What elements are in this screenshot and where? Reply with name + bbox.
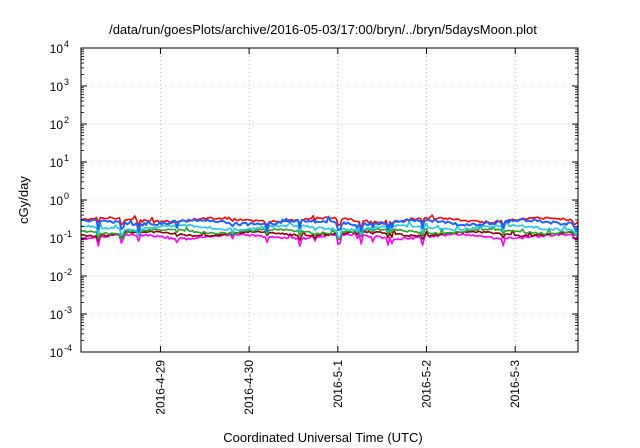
x-tick-label: 2016-5-1 [331, 360, 345, 408]
series-line [80, 225, 579, 241]
y-tick-label: 10 [50, 156, 64, 170]
y-tick-label-exponent: 2 [64, 115, 69, 125]
y-tick-label-exponent: -4 [64, 343, 72, 353]
y-tick-label: 10 [50, 346, 64, 360]
grid [81, 48, 578, 352]
y-tick-label: 10 [50, 118, 64, 132]
series-line [80, 221, 579, 238]
series-line [80, 215, 579, 233]
x-axis: 2016-4-29 2016-4-30 2016-5-1 2016-5-2 2016-5… [153, 48, 522, 415]
y-tick-label: 10 [50, 80, 64, 94]
y-tick-label-exponent: -1 [64, 229, 72, 239]
y-tick-label-exponent: -3 [64, 305, 72, 315]
y-tick-label: 10 [50, 308, 64, 322]
chart-title: /data/run/goesPlots/archive/2016-05-03/1… [109, 22, 537, 37]
y-tick-label-exponent: -2 [64, 267, 72, 277]
x-tick-label: 2016-5-3 [508, 360, 522, 408]
y-tick-label: 10 [50, 270, 64, 284]
y-axis-label: cGy/day [16, 176, 31, 224]
x-tick-label: 2016-5-2 [419, 360, 433, 408]
y-tick-label-exponent: 1 [64, 153, 69, 163]
x-tick-label: 2016-4-30 [242, 360, 256, 415]
series-line [80, 228, 579, 242]
y-tick-label-exponent: 4 [64, 39, 69, 49]
x-axis-label: Coordinated Universal Time (UTC) [223, 430, 422, 445]
y-tick-label: 10 [50, 194, 64, 208]
series-group [80, 214, 579, 247]
y-tick-label-exponent: 3 [64, 77, 69, 87]
y-tick-label-exponent: 0 [64, 191, 69, 201]
y-tick-label: 10 [50, 42, 64, 56]
y-tick-label: 10 [50, 232, 64, 246]
x-tick-label: 2016-4-29 [153, 360, 167, 415]
